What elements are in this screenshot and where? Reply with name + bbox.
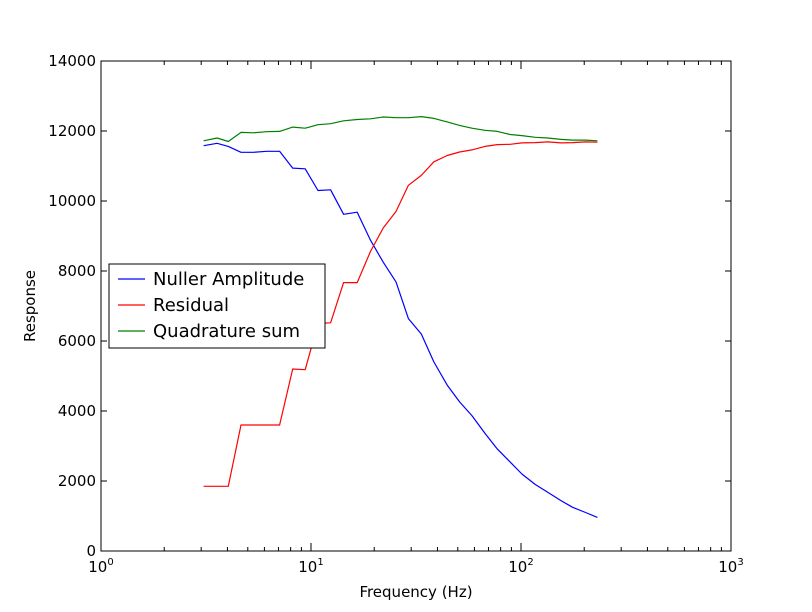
x-tick-label-exponent: 1 (317, 557, 323, 568)
x-tick-label-base: 10 (718, 558, 737, 576)
y-tick-label: 10000 (48, 192, 96, 210)
x-tick-label-base: 10 (88, 558, 107, 576)
y-tick-label: 14000 (48, 52, 96, 70)
legend-label: Quadrature sum (153, 321, 300, 342)
y-tick-label: 2000 (58, 472, 96, 490)
y-tick-label: 12000 (48, 122, 96, 140)
x-tick-label: 103 (718, 557, 743, 576)
x-tick-label: 100 (88, 557, 113, 576)
y-tick-label: 4000 (58, 402, 96, 420)
data-series (203, 115, 598, 518)
x-tick-label-exponent: 2 (527, 557, 533, 568)
legend-label: Nuller Amplitude (153, 269, 304, 290)
y-tick-label: 0 (86, 542, 96, 560)
x-tick-label-base: 10 (298, 558, 317, 576)
y-tick-label: 6000 (58, 332, 96, 350)
x-tick-label-base: 10 (508, 558, 527, 576)
y-tick-label: 8000 (58, 262, 96, 280)
axis-ticks (100, 60, 732, 552)
legend-label: Residual (153, 295, 229, 316)
legend-box (108, 263, 326, 349)
x-tick-label: 102 (508, 557, 533, 576)
legend: Nuller Amplitude Residual Quadrature sum (108, 263, 326, 349)
series-line-0 (203, 142, 598, 518)
series-line-1 (203, 141, 598, 487)
x-tick-label-exponent: 0 (107, 557, 113, 568)
x-tick-label: 101 (298, 557, 323, 576)
y-axis-label: Response (21, 270, 39, 342)
x-axis-label: Frequency (Hz) (359, 583, 472, 601)
x-tick-label-exponent: 3 (737, 557, 743, 568)
series-line-2 (203, 115, 598, 143)
